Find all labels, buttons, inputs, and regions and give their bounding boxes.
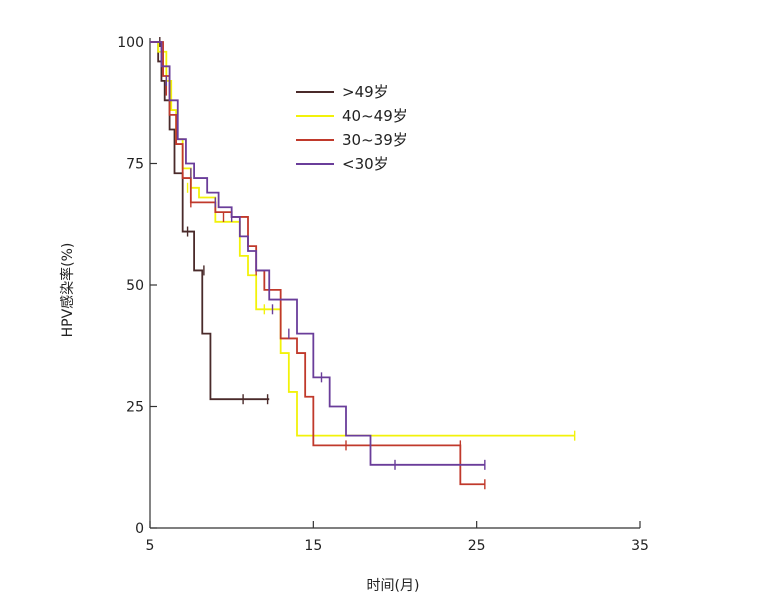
y-tick-label: 0 [135,521,144,537]
series-line-3 [150,41,485,486]
x-tick-label: 5 [146,538,155,554]
legend-label-1: >49岁 [342,83,389,101]
axes: 0 25 50 75 100 5 15 25 35 [117,35,649,554]
x-axis-label: 时间(月) [367,578,420,594]
series-line-4 [150,41,485,466]
y-tick-label: 75 [126,157,144,173]
series-line-1 [150,41,270,401]
x-tick-label: 35 [631,538,649,554]
y-axis-label: HPV感染率(%) [59,243,76,338]
y-tick-label: 25 [126,400,144,416]
x-tick-label: 15 [304,538,322,554]
legend-label-2: 40~49岁 [342,107,408,125]
legend: >49岁 40~49岁 30~39岁 <30岁 [296,83,408,173]
series-line-2 [150,41,575,437]
legend-label-3: 30~39岁 [342,131,408,149]
series-layer [150,37,576,490]
legend-label-4: <30岁 [342,155,389,173]
x-tick-label: 25 [468,538,486,554]
y-tick-label: 50 [126,278,144,294]
y-tick-label: 100 [117,35,144,51]
